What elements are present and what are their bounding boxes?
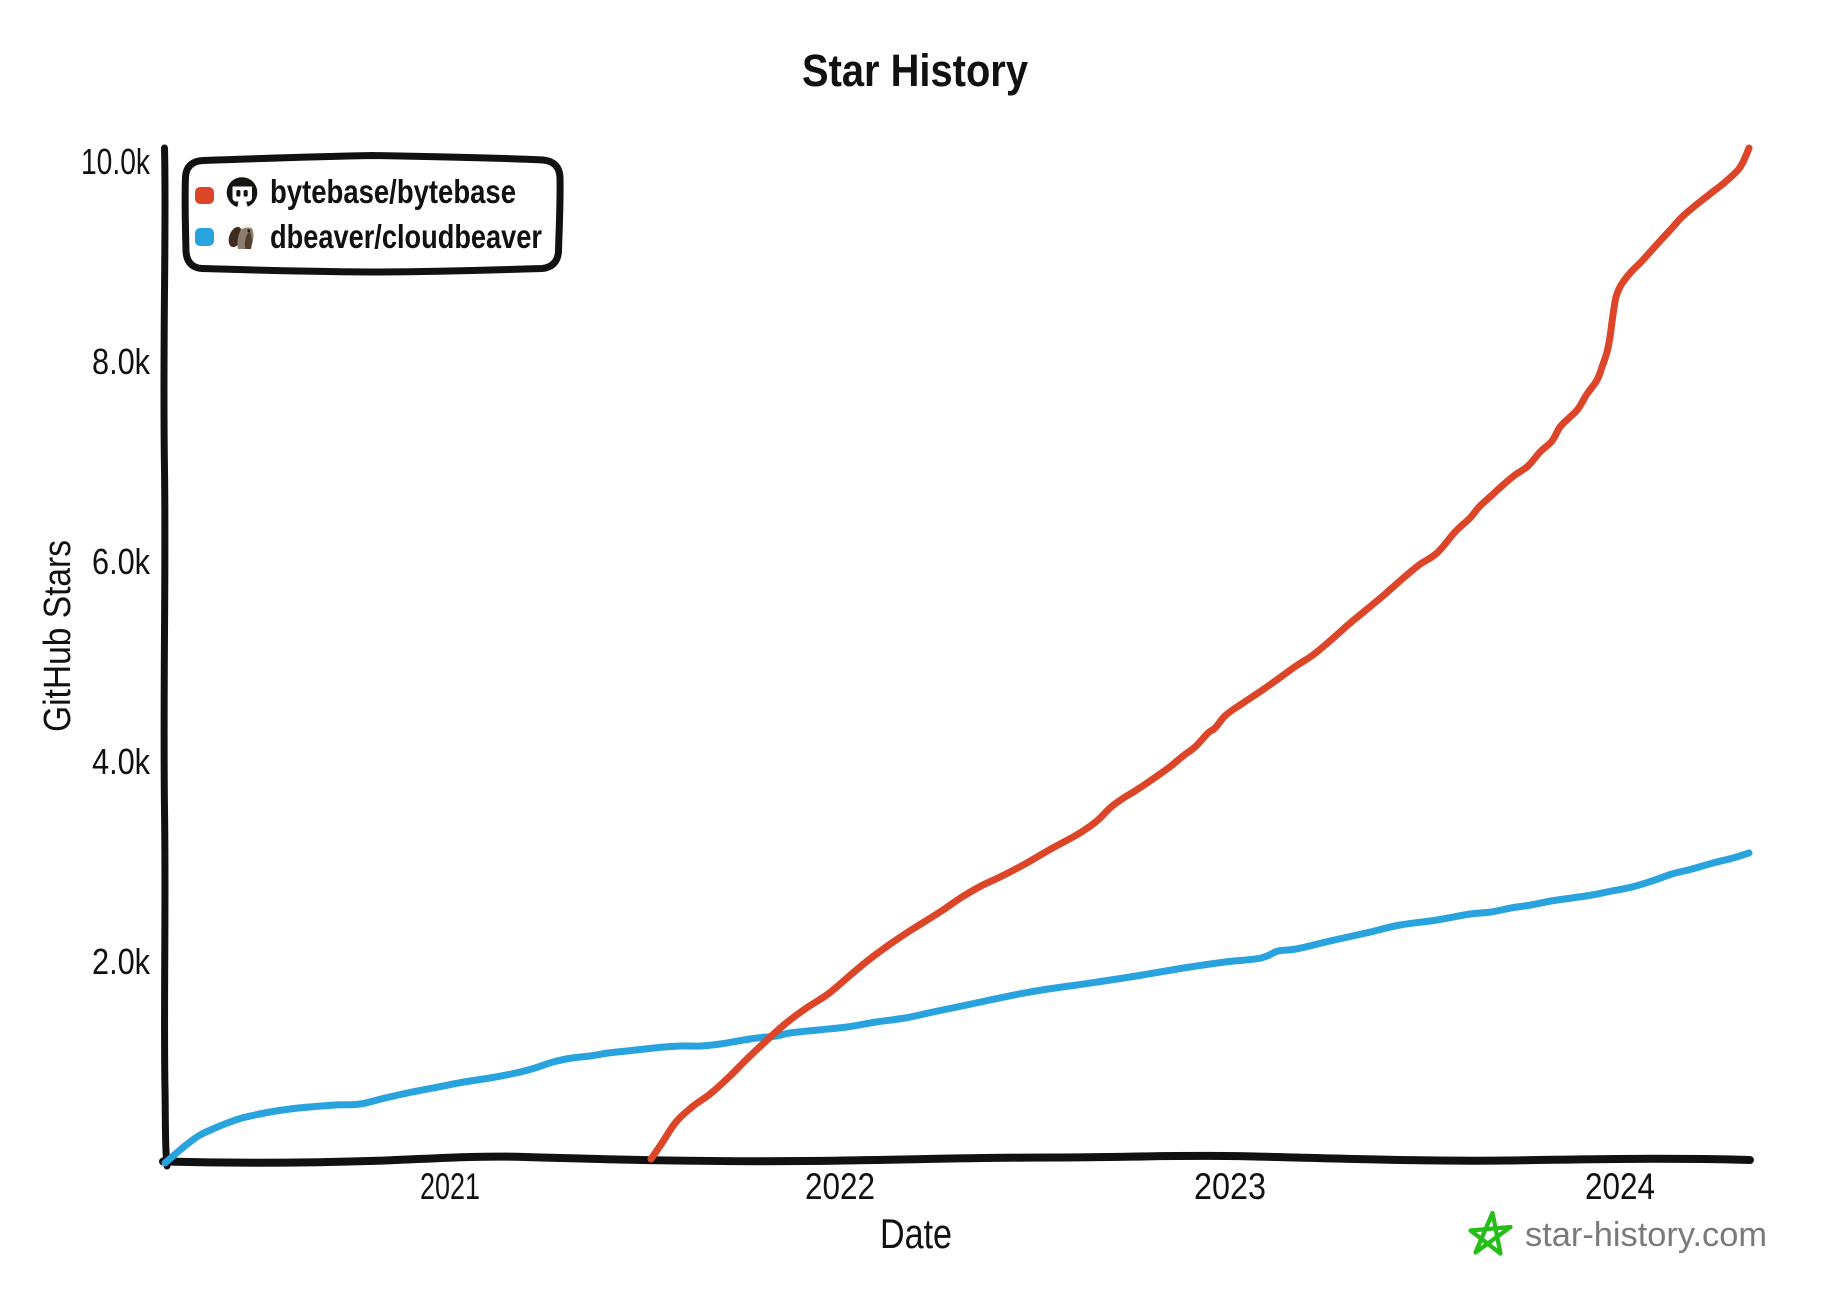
svg-text:2024: 2024: [1585, 1166, 1655, 1207]
svg-text:2021: 2021: [420, 1166, 480, 1207]
svg-text:bytebase/bytebase: bytebase/bytebase: [270, 173, 516, 210]
svg-text:6.0k: 6.0k: [92, 541, 151, 582]
svg-text:2022: 2022: [805, 1166, 875, 1207]
svg-text:4.0k: 4.0k: [92, 741, 151, 782]
svg-text:2023: 2023: [1194, 1166, 1266, 1207]
svg-text:10.0k: 10.0k: [81, 141, 151, 182]
svg-text:Star History: Star History: [802, 45, 1028, 96]
svg-text:Date: Date: [880, 1210, 952, 1257]
svg-text:star-history.com: star-history.com: [1525, 1216, 1767, 1254]
svg-text:2.0k: 2.0k: [92, 941, 151, 982]
svg-text:GitHub Stars: GitHub Stars: [37, 540, 79, 732]
svg-text:8.0k: 8.0k: [92, 341, 151, 382]
svg-text:dbeaver/cloudbeaver: dbeaver/cloudbeaver: [270, 218, 542, 255]
